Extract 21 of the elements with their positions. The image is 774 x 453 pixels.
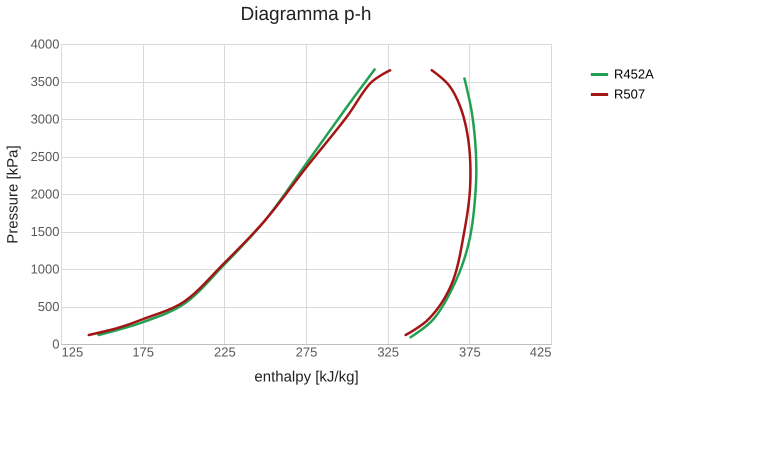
y-tick-label: 4000 [30, 36, 60, 52]
y-axis-title: Pressure [kPa] [4, 145, 22, 244]
y-tick-label: 0 [52, 336, 60, 352]
x-tick-label: 175 [132, 344, 154, 360]
x-tick-label: 425 [530, 344, 552, 360]
x-tick-label: 225 [214, 344, 236, 360]
x-tick-label: 325 [377, 344, 400, 360]
x-tick-label: 125 [62, 344, 84, 360]
legend-label: R452A [614, 66, 654, 82]
y-tick-label: 3000 [30, 112, 60, 126]
y-tick-label: 1000 [30, 262, 60, 276]
x-tick-label: 375 [458, 344, 481, 360]
x-axis-title: enthalpy [kJ/kg] [254, 368, 359, 386]
y-tick-label: 3500 [30, 74, 60, 89]
y-tick-label: 500 [38, 299, 60, 314]
chart-title: Diagramma p-h [240, 4, 372, 25]
y-tick-label: 2000 [30, 186, 60, 202]
y-tick-label: 1500 [30, 224, 60, 239]
x-tick-label: 275 [296, 344, 318, 360]
legend-label: R507 [614, 86, 646, 102]
y-tick-label: 2500 [30, 149, 60, 164]
